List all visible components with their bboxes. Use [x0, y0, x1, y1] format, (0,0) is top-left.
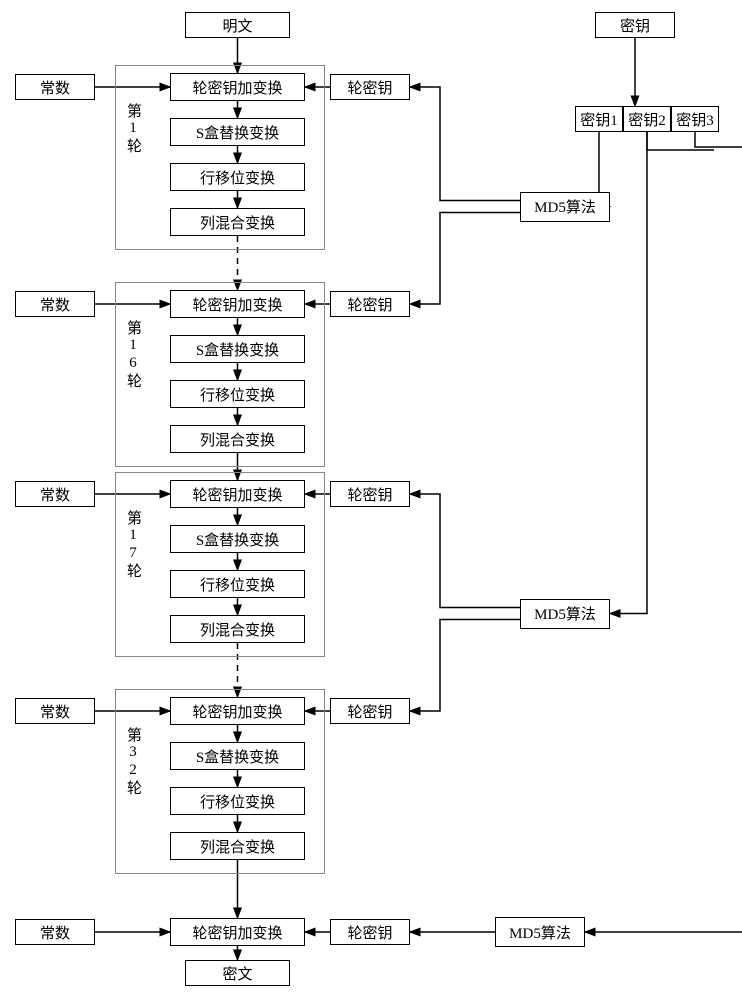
sbox-2: S盒替换变换 [170, 525, 305, 553]
roundkey-2: 轮密钥 [330, 481, 410, 507]
final-addroundkey: 轮密钥加变换 [170, 918, 305, 946]
round-label-3: 第32轮 [123, 727, 144, 797]
round-label-2: 第17轮 [123, 510, 144, 580]
constant-0: 常数 [15, 74, 95, 100]
final-roundkey: 轮密钥 [330, 919, 410, 945]
ciphertext-box: 密文 [185, 960, 290, 986]
constant-2: 常数 [15, 481, 95, 507]
sbox-1: S盒替换变换 [170, 335, 305, 363]
mixcol-2: 列混合变换 [170, 615, 305, 643]
md5-box-1: MD5算法 [520, 192, 610, 222]
key-box: 密钥 [595, 12, 675, 38]
md5-box-3: MD5算法 [495, 917, 585, 947]
key2-box: 密钥2 [623, 106, 671, 132]
addroundkey-2: 轮密钥加变换 [170, 480, 305, 508]
diagram-canvas: 明文密钥密钥1密钥2密钥3第1轮轮密钥加变换S盒替换变换行移位变换列混合变换常数… [0, 0, 742, 1000]
round-label-0: 第1轮 [123, 103, 144, 155]
round-label-1: 第16轮 [123, 320, 144, 390]
shiftrow-0: 行移位变换 [170, 163, 305, 191]
addroundkey-3: 轮密钥加变换 [170, 697, 305, 725]
constant-3: 常数 [15, 698, 95, 724]
shiftrow-3: 行移位变换 [170, 787, 305, 815]
key3-box: 密钥3 [671, 106, 719, 132]
key1-box: 密钥1 [575, 106, 623, 132]
mixcol-1: 列混合变换 [170, 425, 305, 453]
roundkey-0: 轮密钥 [330, 74, 410, 100]
mixcol-3: 列混合变换 [170, 832, 305, 860]
addroundkey-0: 轮密钥加变换 [170, 73, 305, 101]
plaintext-box: 明文 [185, 12, 290, 38]
addroundkey-1: 轮密钥加变换 [170, 290, 305, 318]
shiftrow-2: 行移位变换 [170, 570, 305, 598]
roundkey-1: 轮密钥 [330, 291, 410, 317]
roundkey-3: 轮密钥 [330, 698, 410, 724]
sbox-3: S盒替换变换 [170, 742, 305, 770]
sbox-0: S盒替换变换 [170, 118, 305, 146]
shiftrow-1: 行移位变换 [170, 380, 305, 408]
final-constant: 常数 [15, 919, 95, 945]
md5-box-2: MD5算法 [520, 599, 610, 629]
constant-1: 常数 [15, 291, 95, 317]
mixcol-0: 列混合变换 [170, 208, 305, 236]
